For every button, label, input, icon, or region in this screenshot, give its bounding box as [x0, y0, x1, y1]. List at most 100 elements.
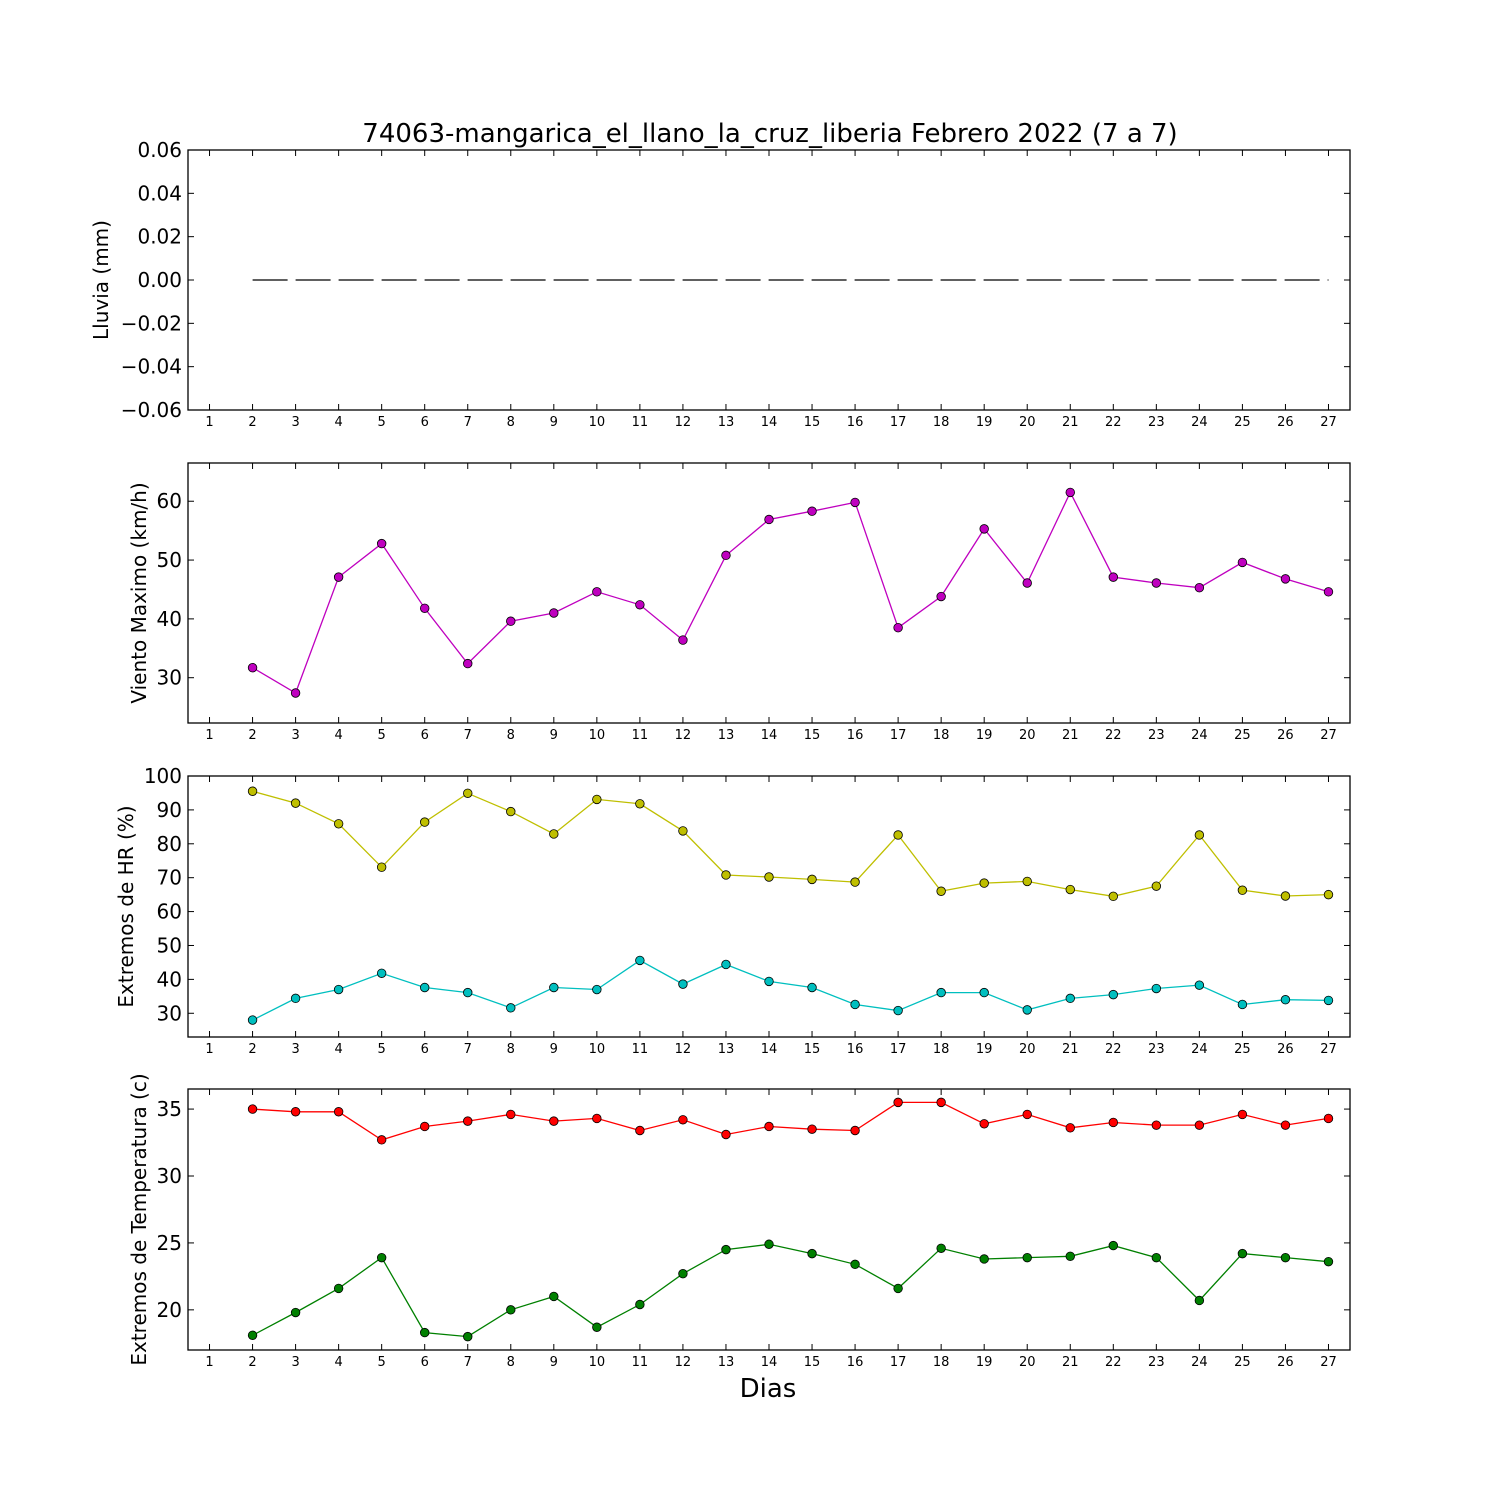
x-tick-label: 4	[334, 415, 342, 430]
data-point	[463, 987, 473, 998]
x-tick-label: 12	[675, 1042, 692, 1057]
data-point	[1323, 995, 1334, 1006]
x-tick-label: 1	[205, 1355, 213, 1370]
data-point	[850, 1125, 860, 1136]
x-tick-label: 24	[1191, 415, 1208, 430]
data-point	[247, 1015, 258, 1025]
x-tick-label: 13	[718, 1355, 735, 1370]
x-tick-label: 11	[632, 415, 649, 430]
data-point	[893, 1097, 903, 1108]
y-tick-label: 100	[144, 764, 182, 788]
x-tick-label: 21	[1062, 415, 1079, 430]
data-point	[420, 1121, 430, 1132]
data-point	[1194, 980, 1205, 990]
series-line	[252, 1243, 1329, 1338]
x-tick-label: 14	[761, 415, 778, 430]
data-point	[1237, 999, 1248, 1010]
y-tick-label: 70	[157, 866, 182, 890]
x-tick-label: 3	[291, 1355, 299, 1370]
data-point	[850, 1259, 860, 1270]
x-tick-label: 20	[1019, 1355, 1036, 1370]
data-point	[290, 993, 301, 1004]
x-tick-label: 24	[1191, 728, 1208, 743]
data-point	[592, 1113, 602, 1124]
data-point	[549, 1291, 559, 1302]
x-tick-label: 3	[291, 728, 299, 743]
x-tick-label: 14	[761, 1355, 778, 1370]
y-tick-label: 60	[157, 489, 182, 513]
x-tick-label: 17	[890, 1355, 907, 1370]
x-tick-label: 22	[1105, 415, 1122, 430]
data-point	[420, 603, 430, 613]
x-tick-label: 23	[1148, 1355, 1165, 1370]
x-tick-label: 10	[589, 1042, 606, 1057]
x-tick-label: 27	[1320, 1042, 1337, 1057]
x-tick-label: 3	[291, 1042, 299, 1057]
y-tick-label: 0.02	[137, 225, 182, 249]
x-tick-label: 15	[804, 1355, 821, 1370]
x-tick-label: 18	[933, 415, 950, 430]
y-tick-label: 30	[157, 1001, 182, 1025]
data-point	[807, 1248, 817, 1259]
y-axis-label: Viento Maximo (km/h)	[127, 482, 151, 703]
x-tick-label: 27	[1320, 728, 1337, 743]
x-tick-label: 18	[933, 1042, 950, 1057]
data-point	[979, 987, 989, 998]
data-point	[290, 688, 301, 698]
x-tick-label: 18	[933, 728, 950, 743]
x-tick-label: 6	[421, 1355, 429, 1370]
data-point	[506, 1003, 516, 1013]
data-point	[979, 524, 989, 534]
data-point	[1194, 830, 1205, 840]
y-tick-label: 0.04	[137, 181, 182, 205]
data-point	[764, 1239, 774, 1249]
data-point	[1323, 1113, 1334, 1124]
x-tick-label: 19	[976, 415, 993, 430]
x-tick-label: 17	[890, 415, 907, 430]
x-tick-label: 26	[1277, 1042, 1294, 1057]
data-point	[1237, 885, 1248, 895]
data-point	[1022, 1005, 1032, 1015]
data-point	[678, 1115, 688, 1125]
data-point	[290, 798, 301, 808]
x-tick-label: 11	[632, 1355, 649, 1370]
plot-frame	[187, 775, 1351, 1038]
x-tick-label: 14	[761, 728, 778, 743]
x-tick-label: 6	[421, 728, 429, 743]
series-line	[252, 490, 1329, 694]
data-point	[1151, 1120, 1162, 1130]
data-point	[1065, 1123, 1075, 1133]
data-point	[376, 1252, 387, 1263]
data-point	[635, 799, 645, 809]
data-point	[376, 968, 387, 978]
x-tick-label: 1	[205, 415, 213, 430]
x-tick-label: 6	[421, 415, 429, 430]
data-point	[1280, 1252, 1291, 1263]
x-tick-label: 15	[804, 728, 821, 743]
data-point	[678, 635, 688, 645]
x-tick-label: 6	[421, 1042, 429, 1057]
x-tick-label: 25	[1234, 415, 1251, 430]
y-tick-label: 25	[157, 1231, 182, 1255]
y-axis-label: Extremos de Temperatura (c)	[127, 1073, 151, 1365]
y-tick-label: 0.00	[137, 268, 182, 292]
data-point	[979, 1254, 989, 1264]
data-point	[1323, 587, 1334, 597]
x-tick-label: 11	[632, 728, 649, 743]
y-tick-label: −0.02	[121, 311, 182, 335]
data-point	[290, 1307, 301, 1318]
x-tick-label: 15	[804, 1042, 821, 1057]
x-tick-label: 10	[589, 415, 606, 430]
data-point	[678, 1269, 688, 1279]
data-point	[936, 987, 946, 998]
data-point	[807, 506, 817, 516]
y-tick-label: 35	[157, 1097, 182, 1121]
data-point	[1108, 891, 1118, 902]
y-tick-label: 30	[157, 1164, 182, 1188]
x-tick-label: 13	[718, 415, 735, 430]
data-point	[1022, 876, 1032, 887]
x-tick-label: 2	[248, 415, 256, 430]
x-tick-label: 12	[675, 1355, 692, 1370]
